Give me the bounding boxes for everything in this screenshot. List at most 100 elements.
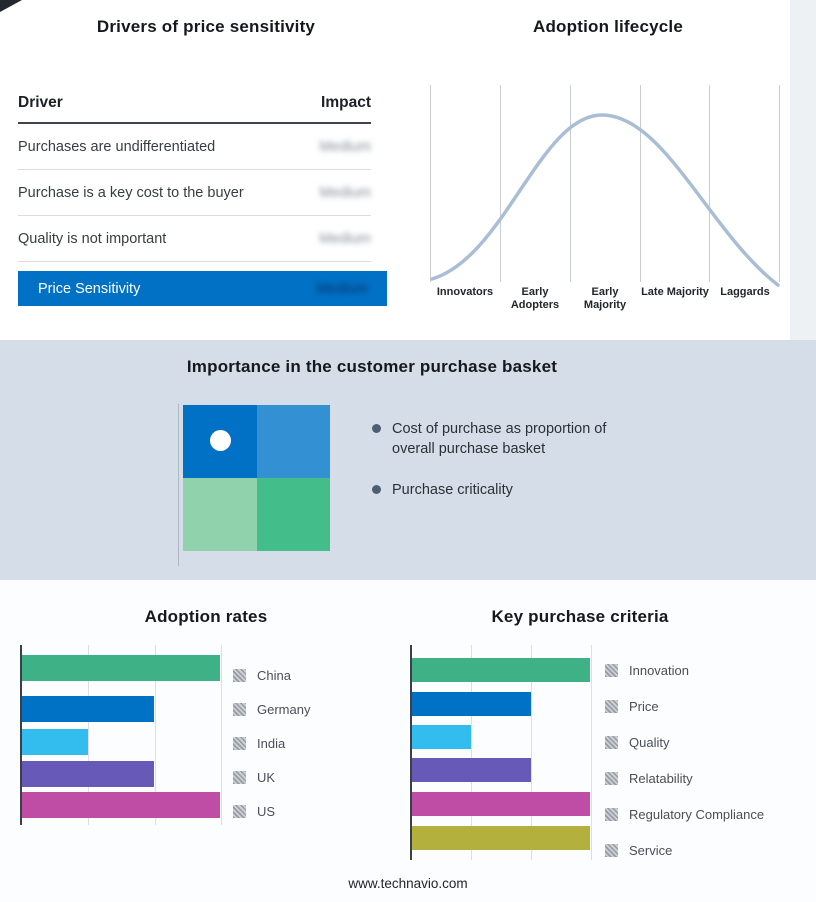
legend-item: UK xyxy=(233,770,310,785)
quadrant-axis-line xyxy=(178,404,179,566)
legend-label: UK xyxy=(257,770,276,785)
legend-label: Regulatory Compliance xyxy=(629,807,765,822)
gridline xyxy=(591,645,592,860)
driver-label: Quality is not important xyxy=(18,230,167,247)
bar-quality xyxy=(412,725,472,749)
bullet-icon xyxy=(372,424,381,433)
key-purchase-criteria-title: Key purchase criteria xyxy=(491,607,669,626)
list-item: Purchase criticality xyxy=(372,480,644,500)
gridline xyxy=(709,85,710,282)
legend-label: Quality xyxy=(629,735,670,750)
impact-value-redacted: Medium xyxy=(319,184,371,201)
legend-label: US xyxy=(257,804,276,819)
stage-label: Innovators xyxy=(436,286,494,298)
legend-swatch-icon xyxy=(233,703,246,716)
price-sensitivity-label: Price Sensitivity xyxy=(38,280,141,297)
impact-value-redacted: Medium xyxy=(319,230,371,247)
bullet-icon xyxy=(372,485,381,494)
bar-regulatory-compliance xyxy=(412,792,590,816)
gridline xyxy=(88,645,89,825)
bar-price xyxy=(412,692,531,716)
gridline xyxy=(570,85,571,282)
legend-label: China xyxy=(257,668,291,683)
key-purchase-criteria-chart xyxy=(410,645,592,860)
bullet-text: Cost of purchase as proportion of overal… xyxy=(392,421,607,457)
table-row: Purchases are undifferentiated Medium xyxy=(18,124,371,170)
lifecycle-panel-title: Adoption lifecycle xyxy=(532,17,683,36)
table-row: Quality is not important Medium xyxy=(18,216,371,262)
legend-item: Relatability xyxy=(605,771,764,786)
adoption-rates-legend: China Germany India UK US xyxy=(233,668,310,838)
bar-innovation xyxy=(412,658,590,682)
position-dot-icon xyxy=(210,430,231,451)
driver-label: Purchase is a key cost to the buyer xyxy=(18,184,244,201)
column-driver: Driver xyxy=(18,94,63,111)
list-item: Cost of purchase as proportion of overal… xyxy=(372,419,644,459)
price-sensitivity-summary-bar: Price Sensitivity Medium xyxy=(18,271,387,306)
driver-label: Purchases are undifferentiated xyxy=(18,138,216,155)
legend-swatch-icon xyxy=(605,700,618,713)
quadrant-matrix xyxy=(183,405,330,551)
quadrant-cell-bottom-left xyxy=(183,478,257,551)
legend-swatch-icon xyxy=(605,772,618,785)
bar-germany xyxy=(22,696,154,722)
legend-label: Innovation xyxy=(629,663,689,678)
gridline xyxy=(430,85,431,282)
bullet-text: Purchase criticality xyxy=(392,482,513,498)
impact-value-redacted: Medium xyxy=(316,280,368,297)
legend-label: Relatability xyxy=(629,771,693,786)
lifecycle-stage-labels: Innovators Early Adopters Early Majority… xyxy=(430,282,780,312)
legend-item: China xyxy=(233,668,310,683)
bar-service xyxy=(412,826,590,850)
legend-item: Regulatory Compliance xyxy=(605,807,764,822)
impact-value-redacted: Medium xyxy=(319,138,371,155)
footer-url: www.technavio.com xyxy=(348,876,468,891)
legend-label: India xyxy=(257,736,286,751)
legend-swatch-icon xyxy=(605,844,618,857)
gridline xyxy=(471,645,472,860)
legend-swatch-icon xyxy=(233,737,246,750)
legend-swatch-icon xyxy=(605,736,618,749)
legend-item: US xyxy=(233,804,310,819)
gridline xyxy=(221,645,222,825)
bar-china xyxy=(22,655,220,681)
legend-item: Innovation xyxy=(605,663,764,678)
corner-fold-icon xyxy=(0,0,22,12)
legend-item: Price xyxy=(605,699,764,714)
legend-label: Price xyxy=(629,699,659,714)
drivers-table-header: Driver Impact xyxy=(18,88,371,124)
legend-item: Service xyxy=(605,843,764,858)
stage-label: Early Majority xyxy=(583,286,627,312)
gridline xyxy=(640,85,641,282)
legend-item: India xyxy=(233,736,310,751)
bar-india xyxy=(22,729,88,755)
legend-label: Service xyxy=(629,843,673,858)
drivers-table: Driver Impact Purchases are undifferenti… xyxy=(18,88,371,262)
drivers-panel-title: Drivers of price sensitivity xyxy=(96,17,316,36)
legend-label: Germany xyxy=(257,702,311,717)
quadrant-cell-top-right xyxy=(256,405,330,478)
legend-item: Germany xyxy=(233,702,310,717)
stage-label: Late Majority xyxy=(641,286,709,298)
basket-panel-title: Importance in the customer purchase bask… xyxy=(186,357,558,376)
stage-label: Laggards xyxy=(720,286,770,298)
key-purchase-criteria-legend: Innovation Price Quality Relatability Regula… xyxy=(605,663,764,879)
adoption-lifecycle-chart: Innovators Early Adopters Early Majority… xyxy=(430,85,780,315)
purchase-basket-section xyxy=(0,340,816,580)
bar-relatability xyxy=(412,758,531,782)
legend-swatch-icon xyxy=(233,805,246,818)
stage-label: Early Adopters xyxy=(510,286,560,312)
quadrant-cell-top-left xyxy=(183,405,257,478)
bar-us xyxy=(22,792,220,818)
gridline xyxy=(531,645,532,860)
column-impact: Impact xyxy=(321,94,371,111)
legend-swatch-icon xyxy=(605,664,618,677)
adoption-rates-chart xyxy=(20,645,222,825)
legend-swatch-icon xyxy=(233,669,246,682)
gridline xyxy=(779,85,780,282)
table-row: Purchase is a key cost to the buyer Medi… xyxy=(18,170,371,216)
bell-curve xyxy=(430,113,780,287)
bottom-section xyxy=(0,580,816,902)
gridline xyxy=(500,85,501,282)
